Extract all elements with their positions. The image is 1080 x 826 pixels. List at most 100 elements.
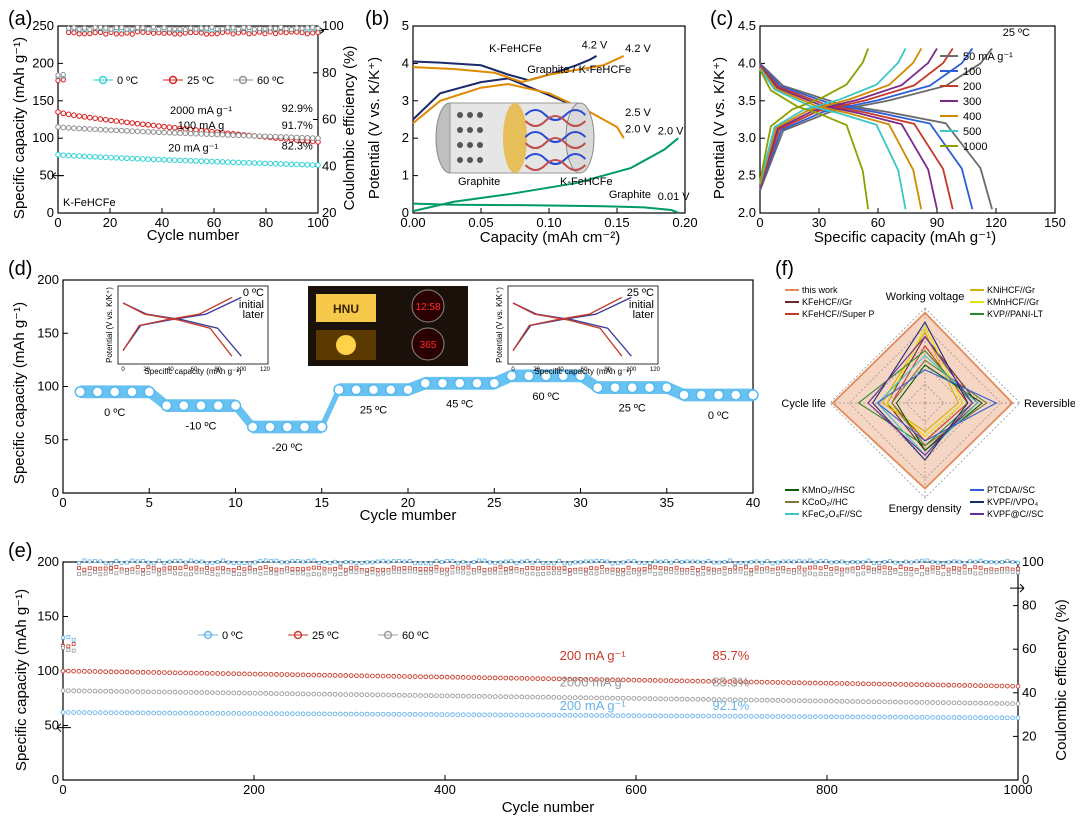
svg-text:0.05: 0.05: [468, 215, 493, 230]
panel-c-corner: 25 ºC: [1003, 27, 1030, 39]
panel-a-ylabel: Specific capacity (mAh g⁻¹): [11, 37, 28, 219]
svg-text:0: 0: [121, 367, 125, 373]
svg-text:25: 25: [487, 495, 501, 510]
svg-text:150: 150: [37, 609, 59, 624]
svg-text:40: 40: [557, 367, 564, 373]
svg-text:later: later: [243, 309, 265, 321]
svg-text:KNiHCF//Gr: KNiHCF//Gr: [987, 285, 1035, 295]
svg-text:0.10: 0.10: [536, 215, 561, 230]
svg-text:80: 80: [604, 367, 611, 373]
svg-text:200: 200: [243, 782, 265, 797]
svg-text:80: 80: [214, 367, 221, 373]
svg-text:4.2 V: 4.2 V: [582, 39, 608, 51]
panel-c: (c) 03060901201502.02.53.03.54.04.5 50 m…: [710, 8, 1070, 248]
svg-text:KFeC₂O₄F//SC: KFeC₂O₄F//SC: [802, 509, 863, 519]
svg-text:0: 0: [52, 772, 59, 787]
svg-text:150: 150: [37, 325, 59, 340]
svg-text:365: 365: [420, 340, 437, 351]
panel-c-chart: 03060901201502.02.53.03.54.04.5 50 mA g⁻…: [710, 8, 1070, 248]
svg-text:35: 35: [660, 495, 674, 510]
svg-text:40: 40: [1022, 685, 1036, 700]
svg-text:3.5: 3.5: [738, 93, 756, 108]
svg-text:92.1%: 92.1%: [712, 698, 749, 713]
svg-text:Graphite: Graphite: [609, 189, 651, 201]
svg-text:0 ºC: 0 ºC: [222, 630, 243, 642]
svg-text:100: 100: [626, 367, 637, 373]
svg-text:K-FeHCFe: K-FeHCFe: [489, 43, 542, 55]
panel-b: (b) 0.000.050.100.150.20012345 GraphiteK…: [365, 8, 700, 248]
svg-text:2000 mA g⁻¹: 2000 mA g⁻¹: [170, 105, 232, 117]
svg-text:5: 5: [402, 18, 409, 33]
svg-text:400: 400: [963, 111, 981, 123]
svg-text:0: 0: [402, 205, 409, 220]
svg-text:200: 200: [37, 554, 59, 569]
svg-text:100: 100: [37, 663, 59, 678]
svg-text:2.5: 2.5: [738, 168, 756, 183]
svg-text:50 mA g⁻¹: 50 mA g⁻¹: [963, 51, 1013, 63]
svg-text:2.0 V: 2.0 V: [658, 125, 684, 137]
svg-text:0 ºC: 0 ºC: [104, 407, 125, 419]
panel-f-label: (f): [775, 258, 794, 281]
panel-e-xlabel: Cycle number: [502, 799, 595, 816]
svg-text:120: 120: [985, 215, 1007, 230]
svg-text:KCoO₂//HC: KCoO₂//HC: [802, 497, 849, 507]
svg-text:2: 2: [402, 130, 409, 145]
svg-text:20: 20: [533, 367, 540, 373]
svg-text:4.2 V: 4.2 V: [625, 43, 651, 55]
svg-text:10: 10: [228, 495, 242, 510]
svg-text:120: 120: [260, 367, 271, 373]
svg-text:1: 1: [402, 168, 409, 183]
svg-text:0.15: 0.15: [604, 215, 629, 230]
svg-text:KVPF@C//SC: KVPF@C//SC: [987, 509, 1044, 519]
svg-text:50: 50: [45, 432, 59, 447]
svg-text:100: 100: [322, 18, 344, 33]
svg-text:30: 30: [812, 215, 826, 230]
svg-text:150: 150: [1044, 215, 1066, 230]
svg-text:200: 200: [963, 81, 981, 93]
svg-text:40: 40: [322, 158, 336, 173]
svg-text:0: 0: [756, 215, 763, 230]
svg-text:100: 100: [37, 379, 59, 394]
panel-f: (f) Working voltageReversible capacityEn…: [775, 258, 1075, 538]
svg-text:25 ºC: 25 ºC: [360, 405, 387, 417]
panel-d-chart: 0510152025303540050100150200 0 ºC-10 ºC-…: [8, 258, 768, 528]
panel-e-y2label: Coulombic efficency (%): [1053, 599, 1070, 760]
svg-text:KVPF//VPO₄: KVPF//VPO₄: [987, 497, 1039, 507]
svg-text:300: 300: [963, 96, 981, 108]
svg-text:Graphite / K-FeHCFe: Graphite / K-FeHCFe: [527, 64, 631, 76]
svg-text:100: 100: [963, 66, 981, 78]
svg-text:-10 ºC: -10 ºC: [186, 421, 217, 433]
panel-c-ylabel: Potential (V vs. K/K⁺): [711, 57, 728, 199]
svg-text:92.9%: 92.9%: [282, 103, 313, 115]
panel-a-xlabel: Cycle number: [147, 227, 240, 244]
panel-e: (e) 020040060080010000501001502000204060…: [8, 540, 1072, 820]
svg-text:Cycle life: Cycle life: [781, 398, 826, 410]
panel-e-chart: 0200400600800100005010015020002040608010…: [8, 540, 1072, 820]
svg-text:30: 30: [573, 495, 587, 510]
svg-text:40: 40: [746, 495, 760, 510]
svg-text:20: 20: [322, 205, 336, 220]
svg-text:K-FeHCFe: K-FeHCFe: [560, 176, 613, 188]
svg-text:4: 4: [402, 55, 409, 70]
svg-text:60: 60: [871, 215, 885, 230]
svg-text:-20 ºC: -20 ºC: [272, 442, 303, 454]
svg-text:40: 40: [167, 367, 174, 373]
svg-text:25 ºC: 25 ºC: [619, 403, 646, 415]
svg-text:60 ºC: 60 ºC: [532, 391, 559, 403]
svg-text:20: 20: [103, 215, 117, 230]
svg-text:Graphite: Graphite: [458, 176, 500, 188]
svg-text:200: 200: [37, 272, 59, 287]
svg-text:60: 60: [191, 367, 198, 373]
svg-text:0 ºC: 0 ºC: [243, 287, 264, 299]
panel-a-chart: 02040608010005010015020025020406080100 0…: [8, 8, 358, 248]
panel-b-chart: 0.000.050.100.150.20012345 GraphiteK-FeH…: [365, 8, 700, 248]
panel-e-ylabel: Specific capacity (mAh g⁻¹): [13, 589, 30, 771]
panel-a-y2label: Coulombic efficiency (%): [341, 46, 358, 211]
svg-text:60 ºC: 60 ºC: [257, 75, 284, 87]
svg-text:60: 60: [581, 367, 588, 373]
svg-text:later: later: [633, 309, 655, 321]
svg-text:0: 0: [59, 782, 66, 797]
panel-a: (a) 020406080100050100150200250204060801…: [8, 8, 358, 248]
svg-text:60 ºC: 60 ºC: [402, 630, 429, 642]
svg-text:85.3%: 85.3%: [712, 674, 749, 689]
